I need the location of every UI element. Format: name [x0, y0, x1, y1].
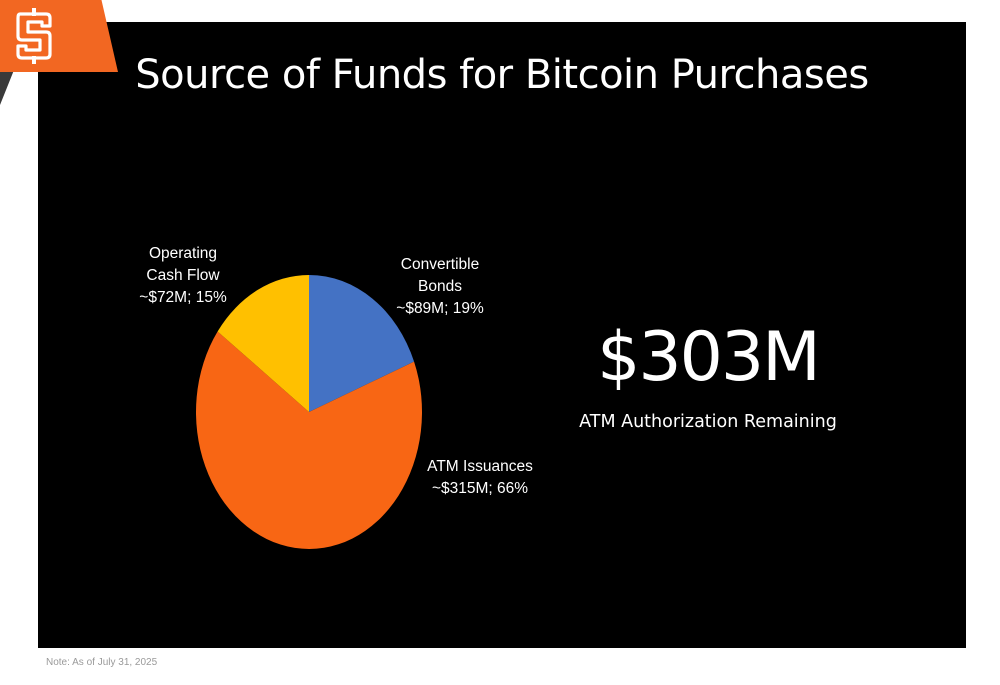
footnote: Note: As of July 31, 2025: [46, 657, 158, 668]
atm-remaining-value: $303M: [597, 318, 821, 397]
label-line: ~$89M; 19%: [396, 300, 484, 317]
label-line: Cash Flow: [146, 267, 220, 284]
slice-operating-cash-flow: [217, 275, 309, 412]
page-title: Source of Funds for Bitcoin Purchases: [135, 52, 869, 98]
slice-atm-issuances: [195, 331, 422, 549]
label-line: Bonds: [418, 278, 462, 295]
label-line: Convertible: [400, 256, 480, 273]
atm-remaining-caption: ATM Authorization Remaining: [579, 412, 837, 432]
slide-background: [38, 22, 966, 648]
label-line: ~$315M; 66%: [431, 480, 529, 497]
slice-convertible-bonds: [309, 275, 415, 412]
label-atm-issuances: ATM Issuances ~$315M; 66%: [418, 456, 542, 500]
label-line: ~$72M; 15%: [139, 289, 227, 306]
label-convertible-bonds: Convertible Bonds ~$89M; 19%: [385, 254, 495, 320]
logo-banner: [0, 0, 118, 72]
s-monogram-logo-icon: [16, 8, 52, 64]
label-line: ATM Issuances: [427, 458, 533, 475]
label-line: Operating: [148, 245, 218, 262]
label-operating-cash-flow: Operating Cash Flow ~$72M; 15%: [128, 243, 238, 309]
